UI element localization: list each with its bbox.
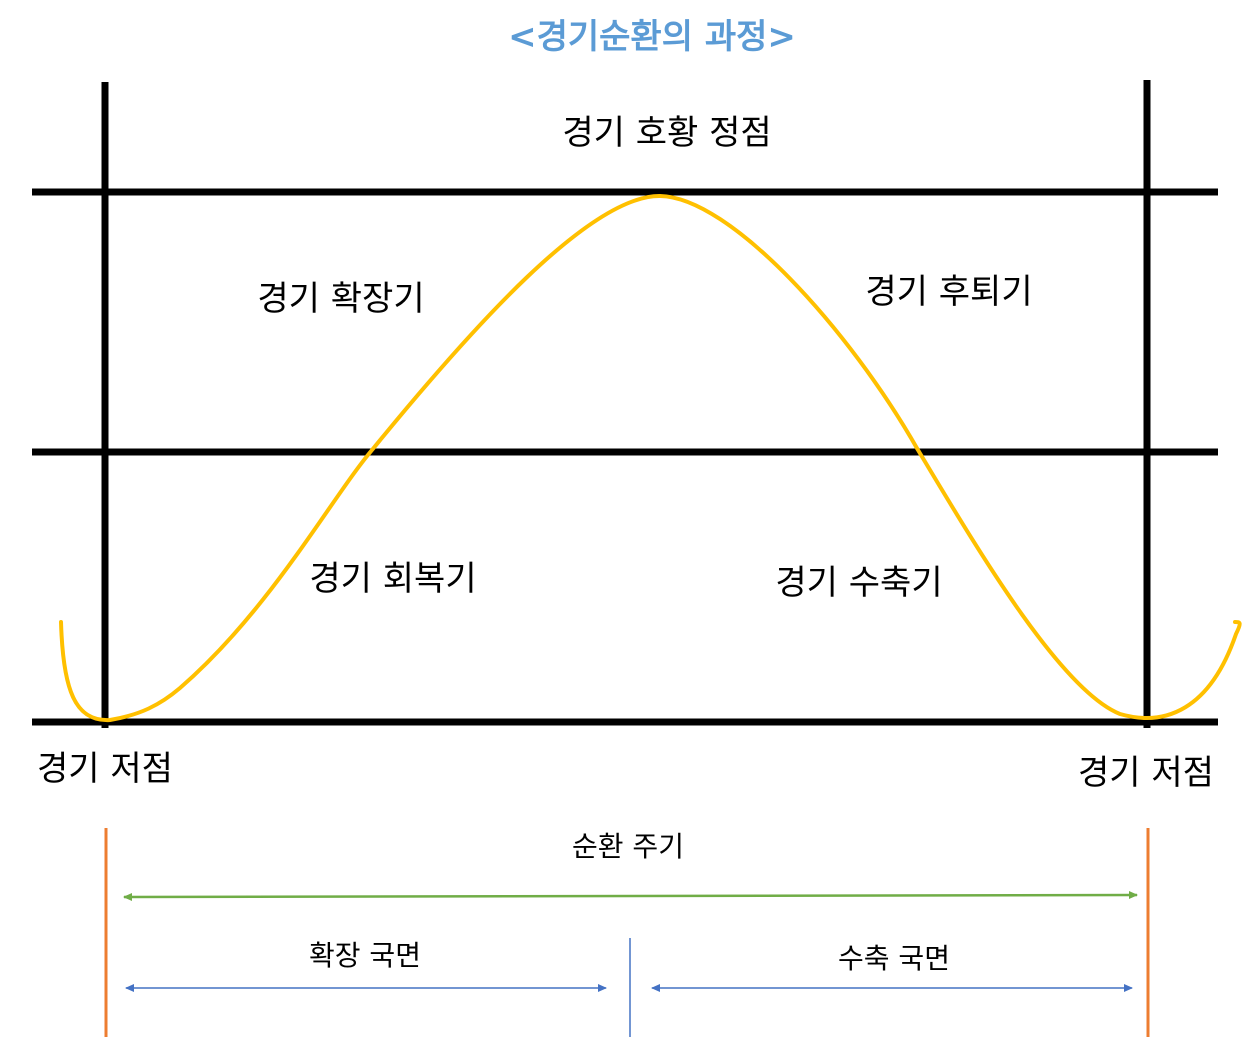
- label-cycle-span: 순환 주기: [572, 830, 684, 863]
- label-trough-right: 경기 저점: [1078, 753, 1214, 793]
- label-expansion-span: 확장 국면: [309, 939, 421, 972]
- label-contraction-span: 수축 국면: [838, 942, 950, 975]
- label-contraction: 경기 수축기: [775, 563, 942, 603]
- label-recession: 경기 후퇴기: [865, 272, 1032, 312]
- label-expansion: 경기 확장기: [257, 279, 424, 319]
- label-trough-left: 경기 저점: [37, 749, 173, 789]
- grid-lines: [32, 80, 1218, 728]
- business-cycle-curve: [59, 193, 1242, 723]
- diagram-title: <경기순환의 과정>: [508, 17, 796, 57]
- label-peak: 경기 호황 정점: [562, 113, 771, 153]
- cycle-span-arrow: [123, 891, 1138, 901]
- label-recovery: 경기 회복기: [309, 559, 476, 599]
